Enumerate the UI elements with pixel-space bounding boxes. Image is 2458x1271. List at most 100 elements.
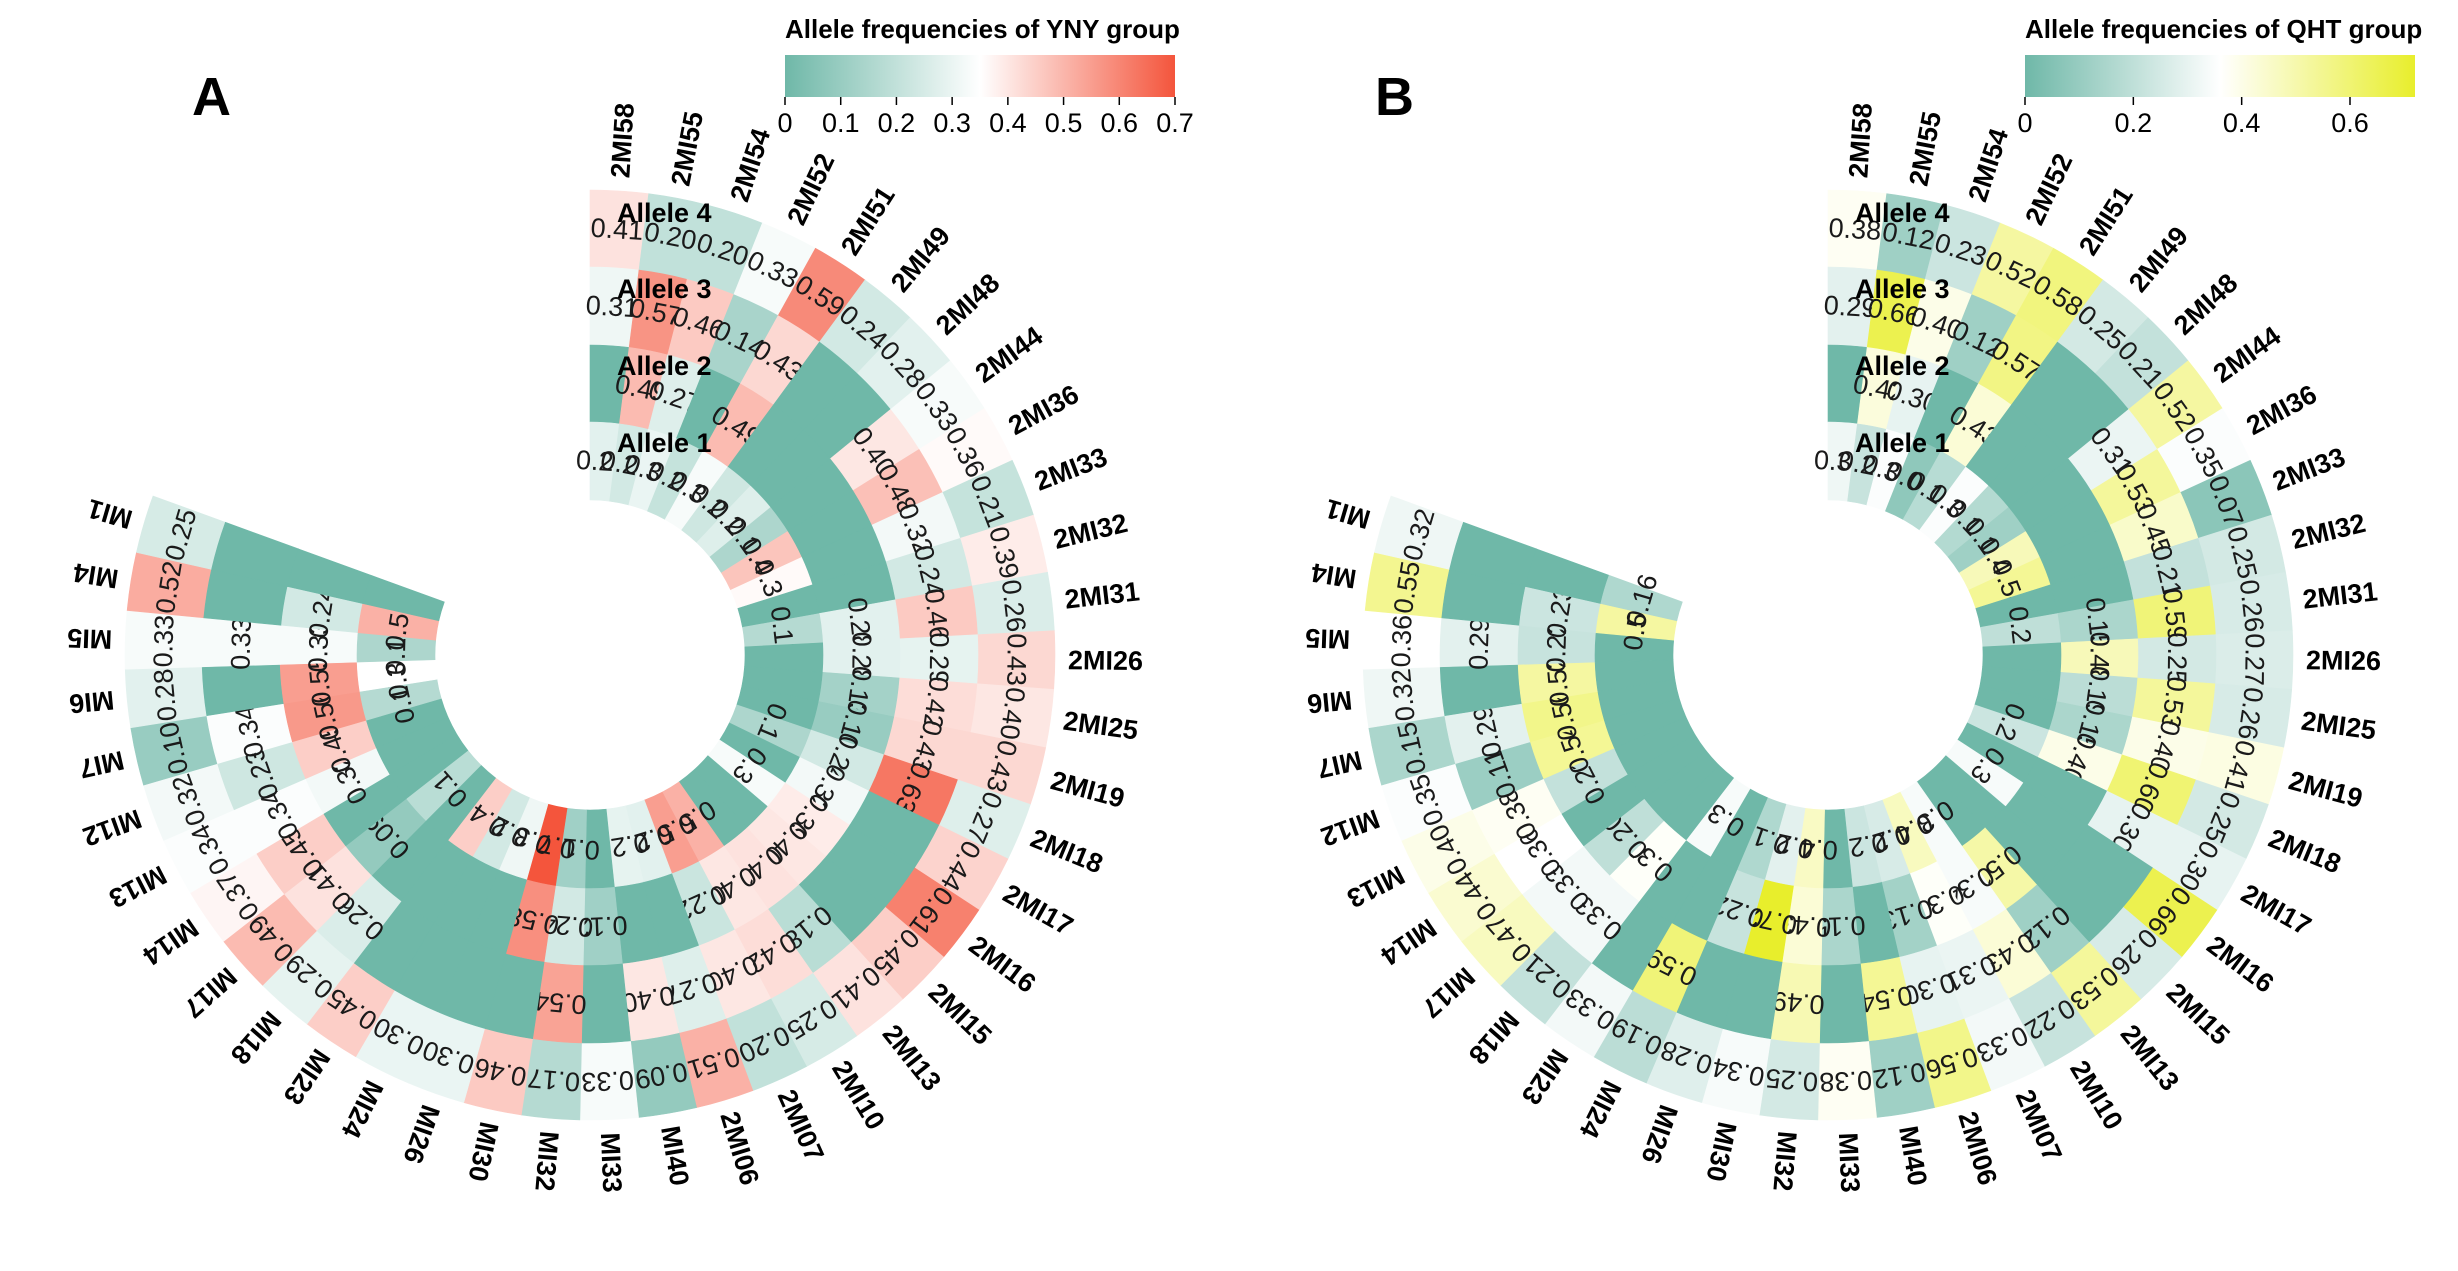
marker-label: 2MI07 [772, 1085, 830, 1166]
legend-tick-label: 0 [777, 108, 792, 138]
marker-label: 2MI52 [781, 149, 840, 230]
allele-2-label: Allele 2 [1855, 351, 1950, 381]
marker-label: 2MI25 [1061, 706, 1139, 746]
heatmap-cell [1819, 962, 1869, 1044]
cell-value-label: 0.36 [1386, 614, 1418, 668]
marker-label: 2MI18 [2264, 823, 2345, 879]
marker-label: MI6 [1306, 685, 1354, 719]
legend-tick-label: 0.4 [989, 108, 1027, 138]
marker-label: MI7 [1314, 745, 1364, 784]
allele-1-label: Allele 1 [1855, 428, 1950, 458]
allele-3-label: Allele 3 [617, 274, 712, 304]
marker-label: 2MI44 [970, 321, 1048, 389]
cell-value-label: 0.49 [1771, 986, 1826, 1020]
marker-label: 2MI58 [1843, 102, 1878, 179]
marker-label: MI30 [462, 1119, 504, 1184]
heatmap-cell [362, 574, 445, 622]
cell-value-label: 0.33 [581, 1065, 635, 1097]
cell-value-label: 0.17 [526, 1063, 581, 1097]
marker-label: MI32 [1767, 1130, 1802, 1192]
marker-label: 2MI16 [963, 930, 1041, 999]
marker-label: MI40 [655, 1124, 695, 1188]
marker-label: MI17 [178, 961, 243, 1023]
cell-value-label: 0.38 [1819, 1065, 1873, 1097]
marker-label: 2MI55 [1903, 109, 1947, 188]
allele-2-label: Allele 2 [617, 351, 712, 381]
marker-label: 2MI18 [1026, 823, 1107, 879]
panel-a-cells: 0.410.310.280.200.570.490.240.200.460.27… [124, 189, 1056, 1121]
cell-value-label: 0.27 [2239, 633, 2270, 686]
allele-3-label: Allele 3 [1855, 274, 1950, 304]
marker-label: MI12 [1317, 803, 1384, 852]
panel-a-legend-colorbar [785, 55, 1175, 97]
marker-label: MI17 [1416, 961, 1481, 1023]
legend-tick-label: 0.4 [2223, 108, 2261, 138]
marker-label: MI26 [1635, 1101, 1683, 1168]
panel-a-legend-title: Allele frequencies of YNY group [785, 14, 1180, 44]
marker-label: MI33 [595, 1132, 627, 1193]
panel-b: B Allele frequencies of QHT group 0 0.2 0.… [1305, 14, 2423, 1193]
marker-label: 2MI54 [724, 125, 776, 206]
legend-tick-label: 0.2 [2115, 108, 2153, 138]
panel-a-allele-labels: Allele 4 Allele 3 Allele 2 Allele 1 [617, 198, 712, 458]
marker-label: 2MI17 [2236, 878, 2316, 941]
marker-label: MI12 [79, 803, 146, 852]
cell-value-label: 0.26 [2232, 685, 2269, 741]
marker-label: MI33 [1833, 1132, 1865, 1193]
panel-b-allele-labels: Allele 4 Allele 3 Allele 2 Allele 1 [1855, 198, 1950, 458]
marker-label: 2MI10 [2064, 1055, 2129, 1135]
marker-label: MI18 [1463, 1005, 1525, 1070]
panel-b-legend-title: Allele frequencies of QHT group [2025, 14, 2422, 44]
marker-label: MI26 [397, 1101, 445, 1168]
marker-label: 2MI06 [1952, 1108, 2002, 1189]
cell-value-label: 0.25 [2162, 632, 2193, 685]
cell-value-label: 0.32 [1386, 667, 1421, 722]
panel-a-letter: A [192, 67, 231, 127]
marker-label: MI1 [84, 493, 136, 534]
marker-label: 2MI10 [826, 1055, 891, 1135]
marker-label: MI13 [104, 860, 171, 914]
marker-label: 2MI52 [2019, 149, 2078, 230]
panel-a-legend-ticks: 0 0.1 0.2 0.3 0.4 0.5 0.6 0.7 [777, 97, 1194, 138]
marker-label: MI4 [71, 557, 120, 594]
marker-label: 2MI26 [2306, 645, 2381, 676]
marker-label: 2MI32 [1050, 508, 1130, 555]
cell-value-label: 0.31 [585, 290, 639, 323]
cell-value-label: 0.43 [1001, 633, 1032, 686]
legend-tick-label: 0.6 [2331, 108, 2369, 138]
allele-4-label: Allele 4 [617, 198, 712, 228]
cell-value-label: 0.40 [994, 685, 1031, 741]
cell-value-label: 0.26 [2234, 578, 2270, 634]
cell-value-label: 0.25 [1764, 1063, 1819, 1097]
marker-label: 2MI55 [665, 109, 709, 188]
cell-value-label: 0.42 [917, 675, 954, 731]
marker-label: MI7 [76, 745, 126, 784]
marker-label: MI24 [335, 1076, 389, 1143]
marker-label: MI14 [1375, 913, 1441, 972]
marker-label: MI1 [1322, 493, 1374, 534]
cell-value-label: 0.28 [148, 667, 183, 722]
cell-value-label: 0.33 [148, 614, 180, 668]
marker-label: MI40 [1893, 1124, 1933, 1188]
marker-label: 2MI48 [930, 268, 1005, 341]
cell-value-label: 0.26 [996, 578, 1032, 634]
marker-label: MI23 [1516, 1044, 1574, 1111]
allele-1-label: Allele 1 [617, 428, 712, 458]
legend-tick-label: 0.7 [1156, 108, 1194, 138]
cell-value-label: 0.29 [1823, 290, 1877, 323]
legend-tick-label: 0.2 [878, 108, 916, 138]
cell-value-label: 0.46 [919, 587, 955, 643]
marker-label: 2MI58 [605, 102, 640, 179]
marker-label: 2MI13 [2115, 1019, 2185, 1096]
cell-value-label: 0.29 [924, 632, 955, 685]
marker-label: 2MI49 [885, 221, 956, 298]
marker-label: 2MI33 [1030, 442, 1111, 497]
marker-label: 2MI31 [1063, 576, 1141, 614]
marker-label: 2MI49 [2123, 221, 2194, 298]
cell-value-label: 0.53 [2155, 675, 2192, 731]
marker-label: MI23 [278, 1044, 336, 1111]
marker-label: 2MI26 [1068, 645, 1143, 676]
marker-label: 2MI17 [998, 878, 1078, 941]
marker-label: 2MI51 [2073, 181, 2139, 260]
